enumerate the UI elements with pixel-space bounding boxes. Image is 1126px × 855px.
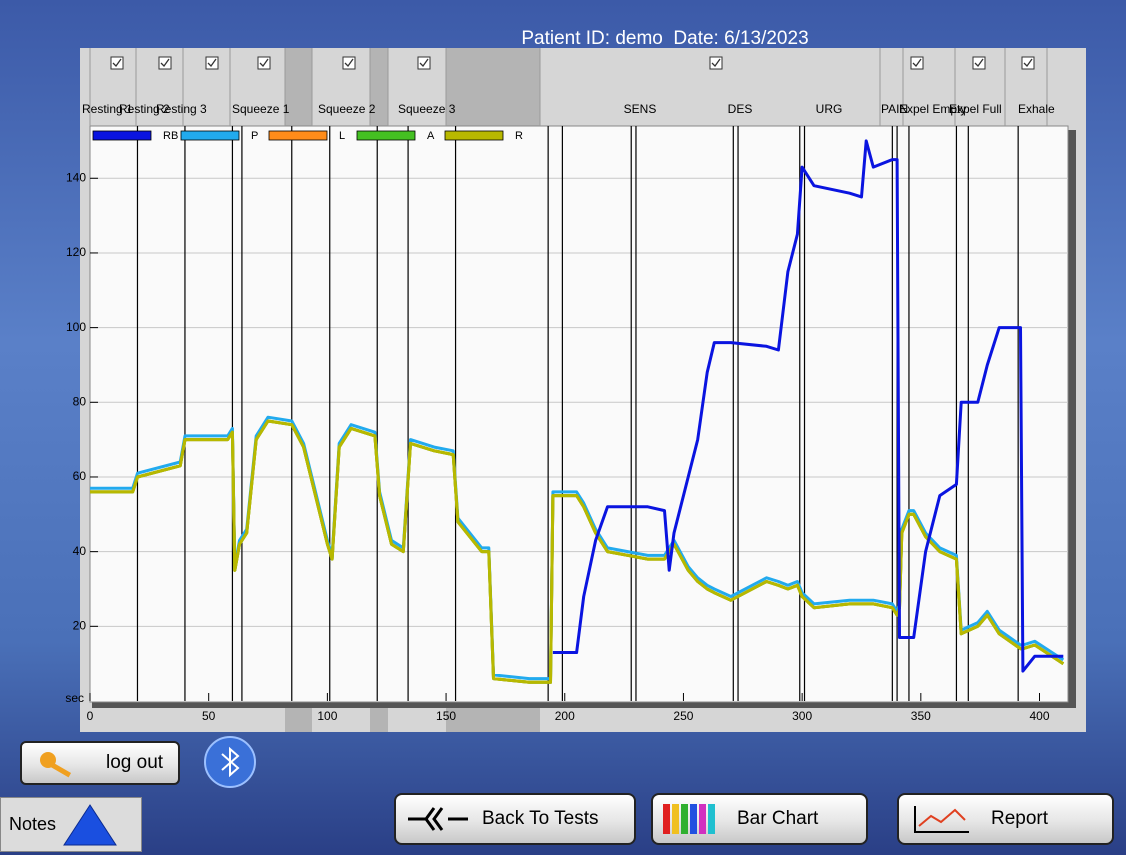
column-label: Exhale bbox=[1018, 102, 1055, 116]
checkbox-tick bbox=[1023, 58, 1033, 68]
bluetooth-button[interactable] bbox=[202, 734, 258, 790]
legend-label: P bbox=[251, 130, 258, 142]
x-tick-label: 250 bbox=[673, 709, 693, 723]
checkbox[interactable] bbox=[110, 56, 124, 70]
x-tick-label: 350 bbox=[911, 709, 931, 723]
checkbox[interactable] bbox=[972, 56, 986, 70]
series-line bbox=[90, 419, 1065, 684]
plot-shadow bbox=[1068, 130, 1076, 708]
checkbox-tick bbox=[974, 58, 984, 68]
series-line bbox=[90, 415, 1065, 681]
legend-label: RB bbox=[163, 130, 178, 142]
checkbox-tick bbox=[912, 58, 922, 68]
logout-label: log out bbox=[106, 752, 164, 773]
header-title: Patient ID: demo Date: 6/13/2023 bbox=[521, 28, 809, 49]
checkbox[interactable] bbox=[158, 56, 172, 70]
checkbox[interactable] bbox=[342, 56, 356, 70]
bar-chart-label: Bar Chart bbox=[737, 808, 819, 829]
checkbox-tick bbox=[207, 58, 217, 68]
y-tick-label: 60 bbox=[73, 469, 87, 483]
x-tick-label: 100 bbox=[317, 709, 337, 723]
column-label: SENS bbox=[624, 102, 657, 116]
key-icon bbox=[40, 752, 72, 778]
y-tick-label: 20 bbox=[73, 618, 87, 632]
x-axis-label: sec bbox=[65, 691, 84, 705]
legend-swatch bbox=[92, 130, 152, 141]
checkbox-tick bbox=[419, 58, 429, 68]
x-tick-label: 0 bbox=[87, 709, 94, 723]
bar-chart-button[interactable]: Bar Chart bbox=[651, 793, 868, 845]
column-label: Resting 3 bbox=[156, 102, 207, 116]
column-label: DES bbox=[728, 102, 753, 116]
back-label: Back To Tests bbox=[482, 808, 599, 829]
checkbox-tick bbox=[112, 58, 122, 68]
checkbox[interactable] bbox=[910, 56, 924, 70]
report-button[interactable]: Report bbox=[897, 793, 1114, 845]
bar-chart-icon bbox=[663, 804, 715, 834]
legend-swatch bbox=[180, 130, 240, 141]
checkbox-tick bbox=[259, 58, 269, 68]
y-tick-label: 40 bbox=[73, 544, 87, 558]
column-label: PAIN bbox=[881, 102, 908, 116]
checkbox[interactable] bbox=[417, 56, 431, 70]
column-label: Squeeze 2 bbox=[318, 102, 376, 116]
column-label: Resting 1 bbox=[82, 102, 133, 116]
y-tick-label: 100 bbox=[66, 320, 86, 334]
column-label: Squeeze 3 bbox=[398, 102, 456, 116]
back-icon bbox=[408, 807, 468, 831]
legend-swatch bbox=[356, 130, 416, 141]
checkbox[interactable] bbox=[1021, 56, 1035, 70]
legend-swatch bbox=[444, 130, 504, 141]
plot-shadow bbox=[92, 700, 1076, 708]
notes-label: Notes bbox=[9, 814, 57, 834]
checkbox[interactable] bbox=[205, 56, 219, 70]
x-tick-label: 150 bbox=[436, 709, 456, 723]
notes-icon bbox=[63, 803, 117, 845]
report-icon bbox=[914, 806, 969, 833]
column-label: Expel Full bbox=[949, 102, 1002, 116]
back-button[interactable]: Back To Tests bbox=[394, 793, 636, 845]
legend-label: L bbox=[339, 130, 345, 142]
column-label: Resting 2 bbox=[119, 102, 170, 116]
y-tick-label: 80 bbox=[73, 394, 87, 408]
checkbox[interactable] bbox=[257, 56, 271, 70]
y-tick-label: 120 bbox=[66, 245, 86, 259]
column-label: Expel Empty bbox=[899, 102, 966, 116]
column-label: URG bbox=[816, 102, 843, 116]
x-tick-label: 50 bbox=[202, 709, 216, 723]
checkbox[interactable] bbox=[709, 56, 723, 70]
series-line bbox=[552, 139, 1064, 673]
legend-label: A bbox=[427, 130, 435, 142]
x-tick-label: 200 bbox=[555, 709, 575, 723]
legend-swatch bbox=[268, 130, 328, 141]
checkbox-tick bbox=[711, 58, 721, 68]
plot-area bbox=[89, 125, 1069, 703]
checkbox-tick bbox=[160, 58, 170, 68]
legend-label: R bbox=[515, 130, 523, 142]
logout-button[interactable]: log out bbox=[20, 741, 180, 785]
checkbox-tick bbox=[344, 58, 354, 68]
y-tick-label: 140 bbox=[66, 170, 86, 184]
report-label: Report bbox=[991, 808, 1049, 829]
x-tick-label: 300 bbox=[792, 709, 812, 723]
notes-button[interactable]: Notes bbox=[0, 797, 142, 852]
column-label: Squeeze 1 bbox=[232, 102, 290, 116]
x-tick-label: 400 bbox=[1029, 709, 1049, 723]
